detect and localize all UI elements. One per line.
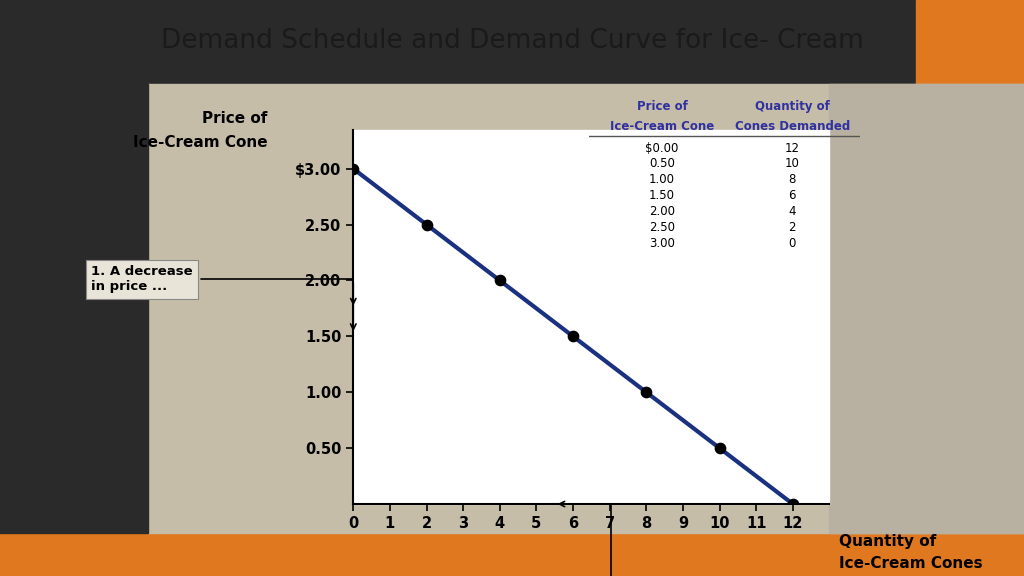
Bar — [916, 0, 1024, 84]
Text: 12: 12 — [784, 142, 800, 154]
Point — [565, 332, 582, 341]
Text: Ice-Cream Cone: Ice-Cream Cone — [133, 135, 267, 150]
Text: 1.00: 1.00 — [649, 173, 675, 186]
Text: Quantity of: Quantity of — [839, 534, 936, 549]
Bar — [0, 84, 148, 533]
Bar — [353, 130, 829, 504]
Text: Price of: Price of — [202, 111, 267, 126]
Point — [784, 499, 801, 509]
Bar — [829, 84, 1024, 533]
Text: 1.50: 1.50 — [649, 189, 675, 202]
Text: 8: 8 — [788, 173, 796, 186]
Text: 2: 2 — [788, 221, 796, 234]
Text: 3.00: 3.00 — [649, 237, 675, 249]
Text: Cones Demanded: Cones Demanded — [734, 120, 850, 134]
Text: Ice-Cream Cones: Ice-Cream Cones — [839, 556, 983, 571]
Text: 2.00: 2.00 — [649, 205, 675, 218]
Bar — [0, 0, 916, 84]
Text: 2.50: 2.50 — [649, 221, 675, 234]
Point — [712, 444, 728, 453]
Text: 1. A decrease
in price ...: 1. A decrease in price ... — [91, 266, 356, 304]
Point — [419, 220, 435, 229]
Text: 2. ...  increases quantity
of cones demanded.: 2. ... increases quantity of cones deman… — [520, 501, 702, 576]
Text: 10: 10 — [784, 157, 800, 170]
Text: Ice-Cream Cone: Ice-Cream Cone — [610, 120, 714, 134]
Bar — [148, 84, 1024, 533]
Point — [492, 276, 508, 285]
Text: Demand Schedule and Demand Curve for Ice- Cream: Demand Schedule and Demand Curve for Ice… — [161, 28, 863, 55]
Text: Quantity of: Quantity of — [755, 100, 829, 113]
Text: 6: 6 — [788, 189, 796, 202]
Text: $0.00: $0.00 — [645, 142, 679, 154]
Point — [345, 164, 361, 173]
Text: 0.50: 0.50 — [649, 157, 675, 170]
Point — [638, 388, 654, 397]
Text: 4: 4 — [788, 205, 796, 218]
Text: 0: 0 — [788, 237, 796, 249]
Text: Price of: Price of — [637, 100, 687, 113]
